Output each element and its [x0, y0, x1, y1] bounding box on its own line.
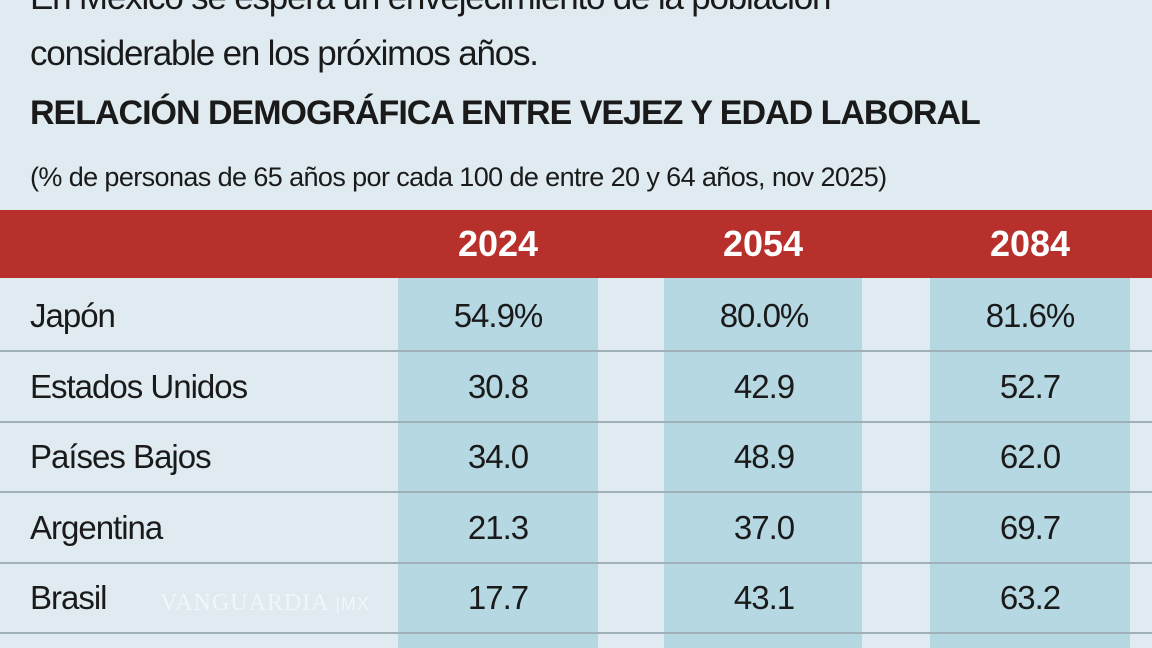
row-label: Brasil: [30, 579, 108, 616]
row-divider: [0, 491, 1152, 493]
table-cell: 21.3: [467, 508, 529, 546]
table-title: RELACIÓN DEMOGRÁFICA ENTRE VEJEZ Y EDAD …: [30, 94, 981, 132]
row-divider: [0, 420, 1152, 423]
row-label: Estados Unidos: [30, 367, 248, 405]
row-divider: [0, 350, 1152, 352]
row-divider: [0, 632, 1152, 634]
column-header: 2024: [457, 223, 539, 264]
table-cell: 43.1: [733, 579, 795, 616]
table-cell: 69.7: [999, 508, 1061, 546]
table-cell: 81.6%: [985, 297, 1076, 334]
table-cell: 52.7: [999, 367, 1061, 405]
table-cell: 54.9%: [453, 297, 544, 334]
table-cell: 62.0: [999, 438, 1061, 475]
column-band-2: [664, 278, 862, 648]
table-cell: 37.0: [733, 508, 795, 546]
table-cell: 30.8: [467, 367, 529, 405]
row-label: Argentina: [30, 508, 163, 546]
row-divider: [0, 561, 1152, 564]
table-cell: 34.0: [467, 438, 529, 475]
column-header: 2084: [989, 223, 1071, 264]
column-header: 2054: [722, 223, 804, 264]
column-band-3: [930, 278, 1130, 648]
table-cell: 48.9: [733, 438, 795, 475]
table-cell: 42.9: [733, 367, 795, 405]
table-cell: 63.2: [999, 579, 1061, 616]
table-cell: 17.7: [467, 579, 529, 616]
table-cell: 80.0%: [719, 297, 810, 334]
intro-line-1: En México se espera un envejecimiento de…: [30, 0, 831, 18]
intro-line-2: considerable en los próximos años.: [30, 34, 539, 73]
watermark-logo: VANGUARDIA |MX: [160, 590, 370, 616]
column-band-1: [398, 278, 598, 648]
table-subtitle: (% de personas de 65 años por cada 100 d…: [30, 162, 887, 192]
row-label: Países Bajos: [30, 438, 212, 475]
row-label: Japón: [30, 297, 116, 334]
table-header-bar: [0, 210, 1152, 278]
